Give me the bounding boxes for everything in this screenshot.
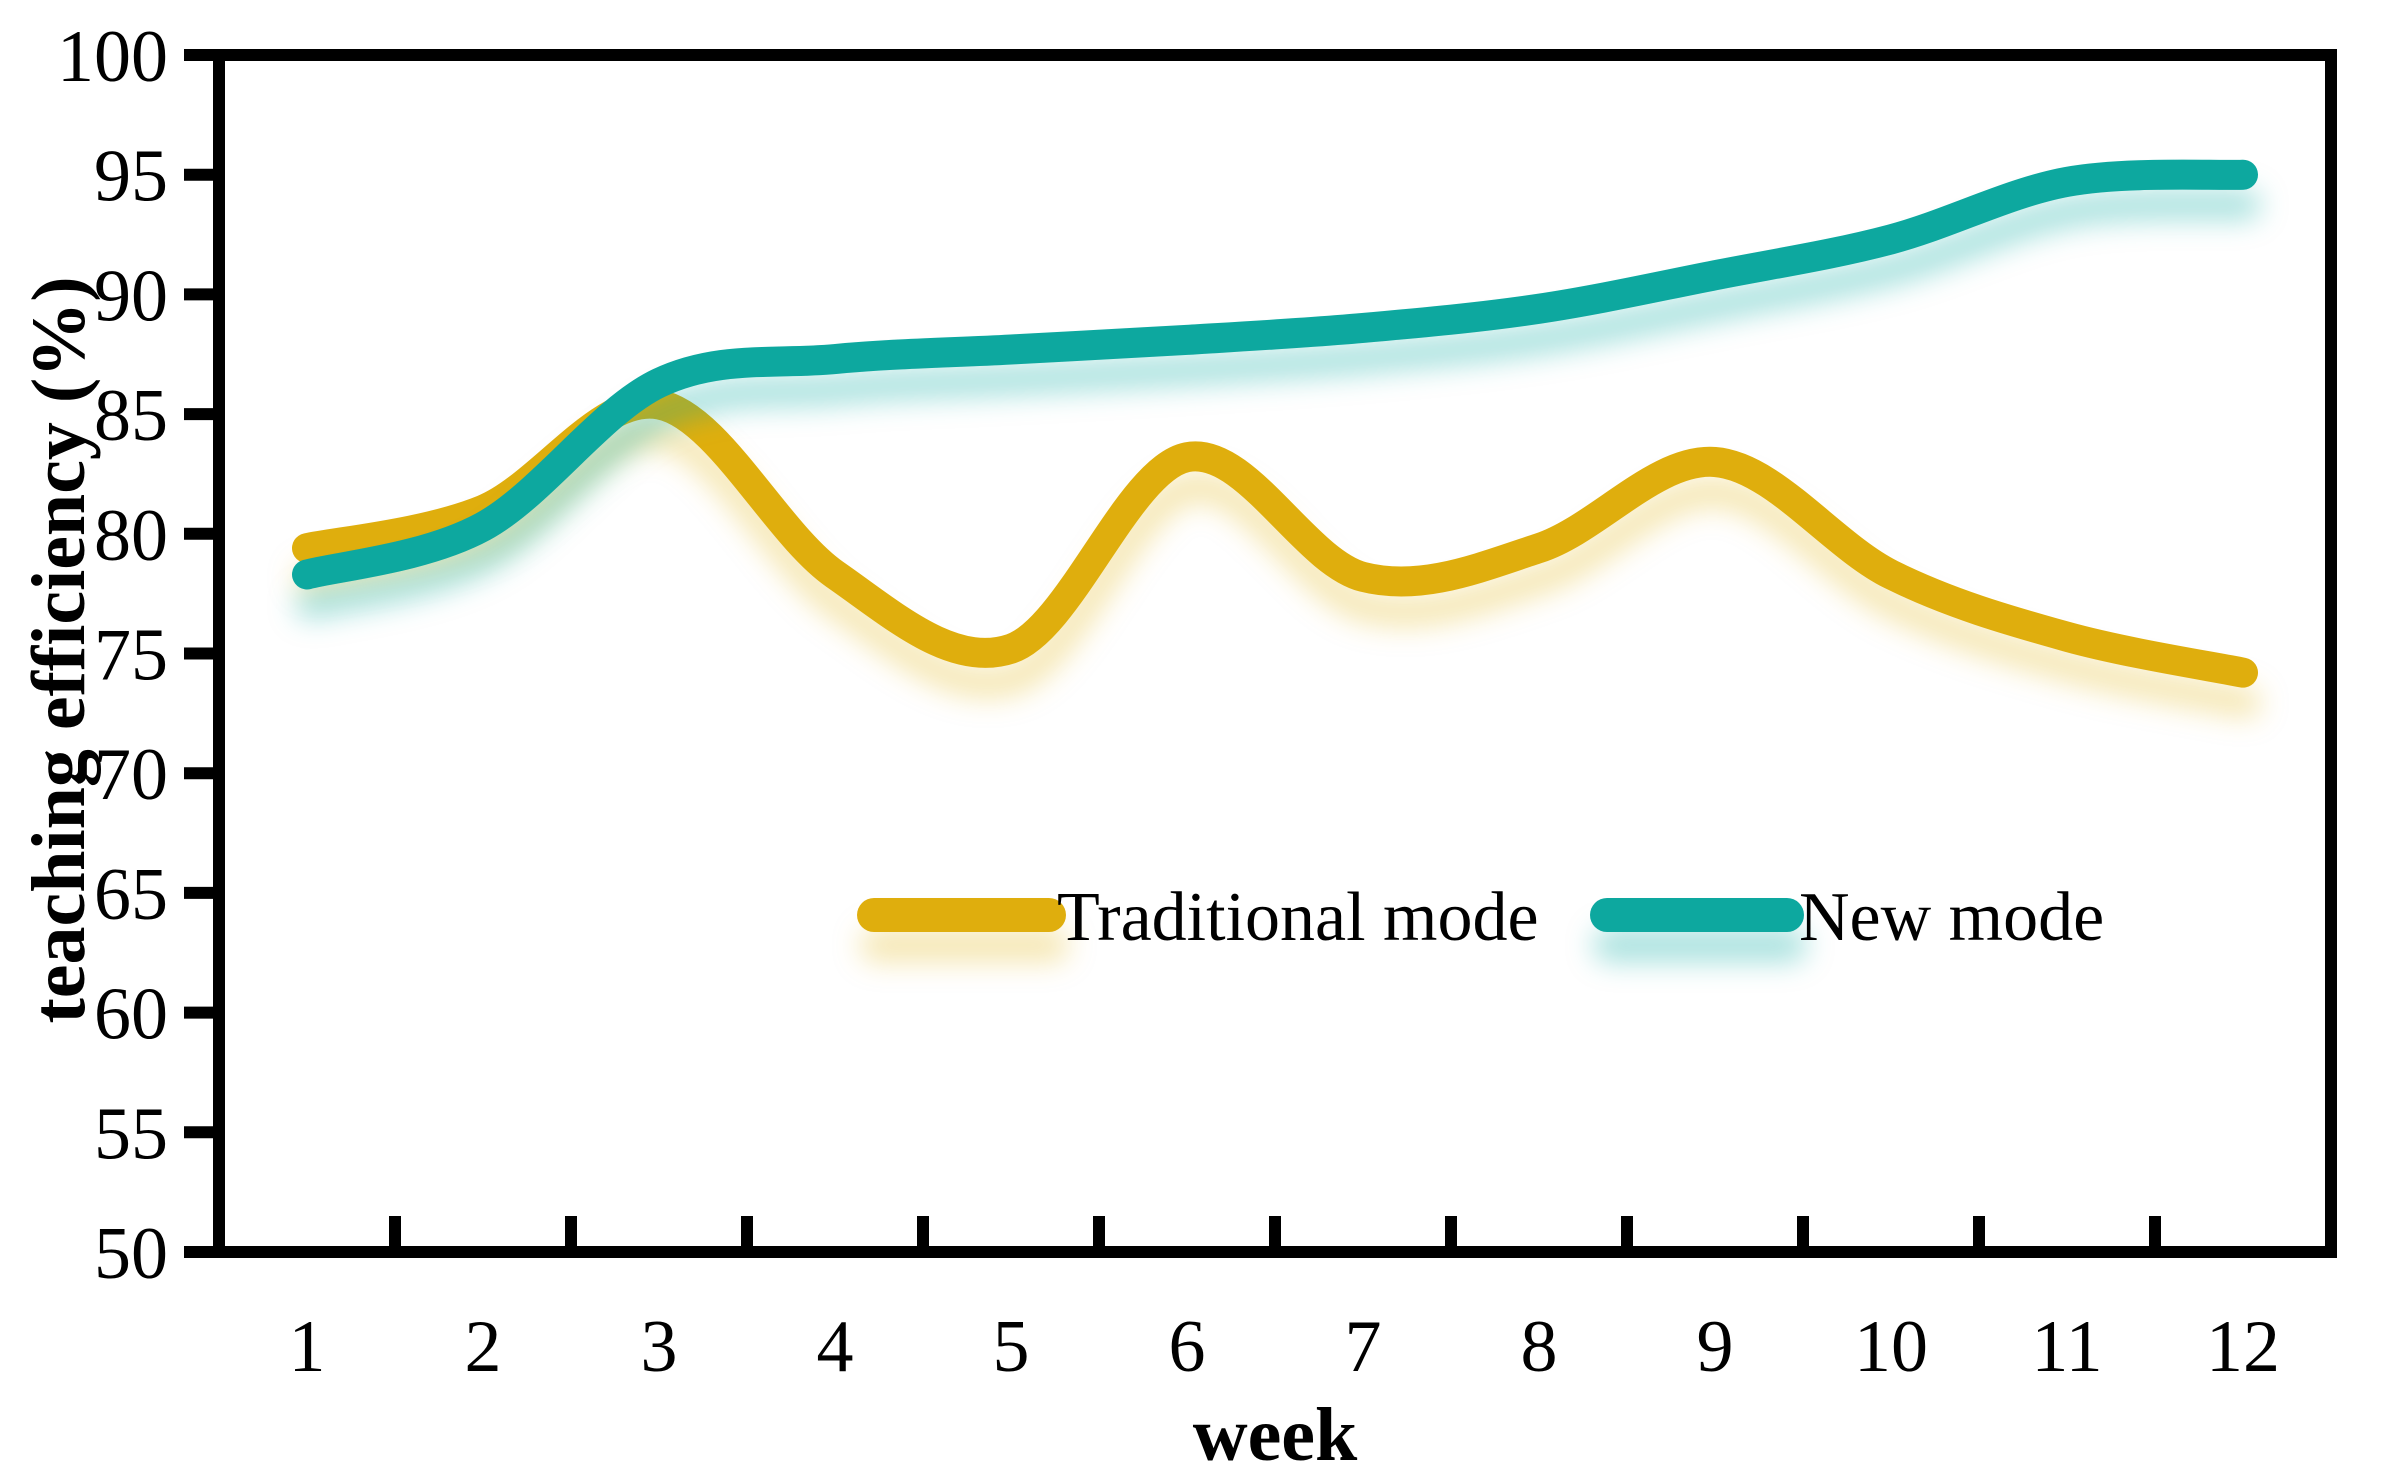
y-axis-title: teaching efficiency (%) xyxy=(17,276,101,1023)
x-tick-label: 10 xyxy=(1854,1306,1928,1388)
x-tick-label: 12 xyxy=(2206,1306,2280,1388)
x-axis-title: week xyxy=(1193,1393,1358,1477)
x-tick-label: 1 xyxy=(289,1306,326,1388)
y-tick-label: 60 xyxy=(94,974,168,1056)
x-tick-label: 11 xyxy=(2031,1306,2102,1388)
series-line-new-mode xyxy=(292,159,2258,590)
x-axis-ticks: 1 2 3 4 5 6 7 8 9 10 11 12 xyxy=(213,1216,2337,1388)
x-tick-label: 4 xyxy=(817,1306,854,1388)
y-tick-label: 75 xyxy=(94,615,168,697)
y-tick-label: 70 xyxy=(94,734,168,816)
x-tick-label: 2 xyxy=(465,1306,502,1388)
x-tick-label: 7 xyxy=(1345,1306,1382,1388)
x-tick-label: 3 xyxy=(641,1306,678,1388)
y-axis-ticks: 50 55 60 65 70 75 80 85 90 95 100 xyxy=(57,16,219,1295)
legend: Traditional mode New mode xyxy=(857,879,2104,956)
x-tick-label: 9 xyxy=(1697,1306,1734,1388)
x-tick-label: 5 xyxy=(993,1306,1030,1388)
plot-area-border xyxy=(213,49,2337,1258)
x-tick-label: 6 xyxy=(1169,1306,1206,1388)
y-tick-label: 85 xyxy=(94,375,168,457)
y-tick-label: 65 xyxy=(94,854,168,936)
y-tick-label: 80 xyxy=(94,495,168,577)
y-tick-label: 100 xyxy=(57,16,168,98)
legend-label-traditional-mode: Traditional mode xyxy=(1057,879,1539,956)
legend-label-new-mode: New mode xyxy=(1799,879,2104,956)
y-tick-label: 90 xyxy=(94,255,168,337)
y-tick-label: 55 xyxy=(94,1093,168,1175)
x-tick-label: 8 xyxy=(1521,1306,1558,1388)
y-tick-label: 95 xyxy=(94,136,168,218)
series-lines xyxy=(292,159,2258,688)
y-tick-label: 50 xyxy=(94,1213,168,1295)
